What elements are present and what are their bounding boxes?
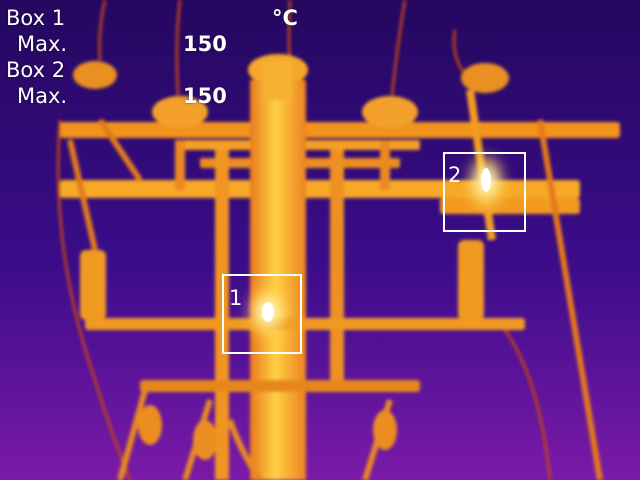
roi-box-1-label: 1	[229, 287, 242, 309]
box-2-max-label: Max.	[17, 84, 67, 108]
box-1-max-label: Max.	[17, 32, 67, 56]
temperature-unit: °C	[272, 6, 298, 30]
box-1-title: Box 1	[6, 6, 65, 30]
box-2-max-value: 150	[183, 84, 227, 108]
roi-box-2-label: 2	[448, 164, 461, 186]
box-1-max-value: 150	[183, 32, 227, 56]
box-2-title: Box 2	[6, 58, 65, 82]
